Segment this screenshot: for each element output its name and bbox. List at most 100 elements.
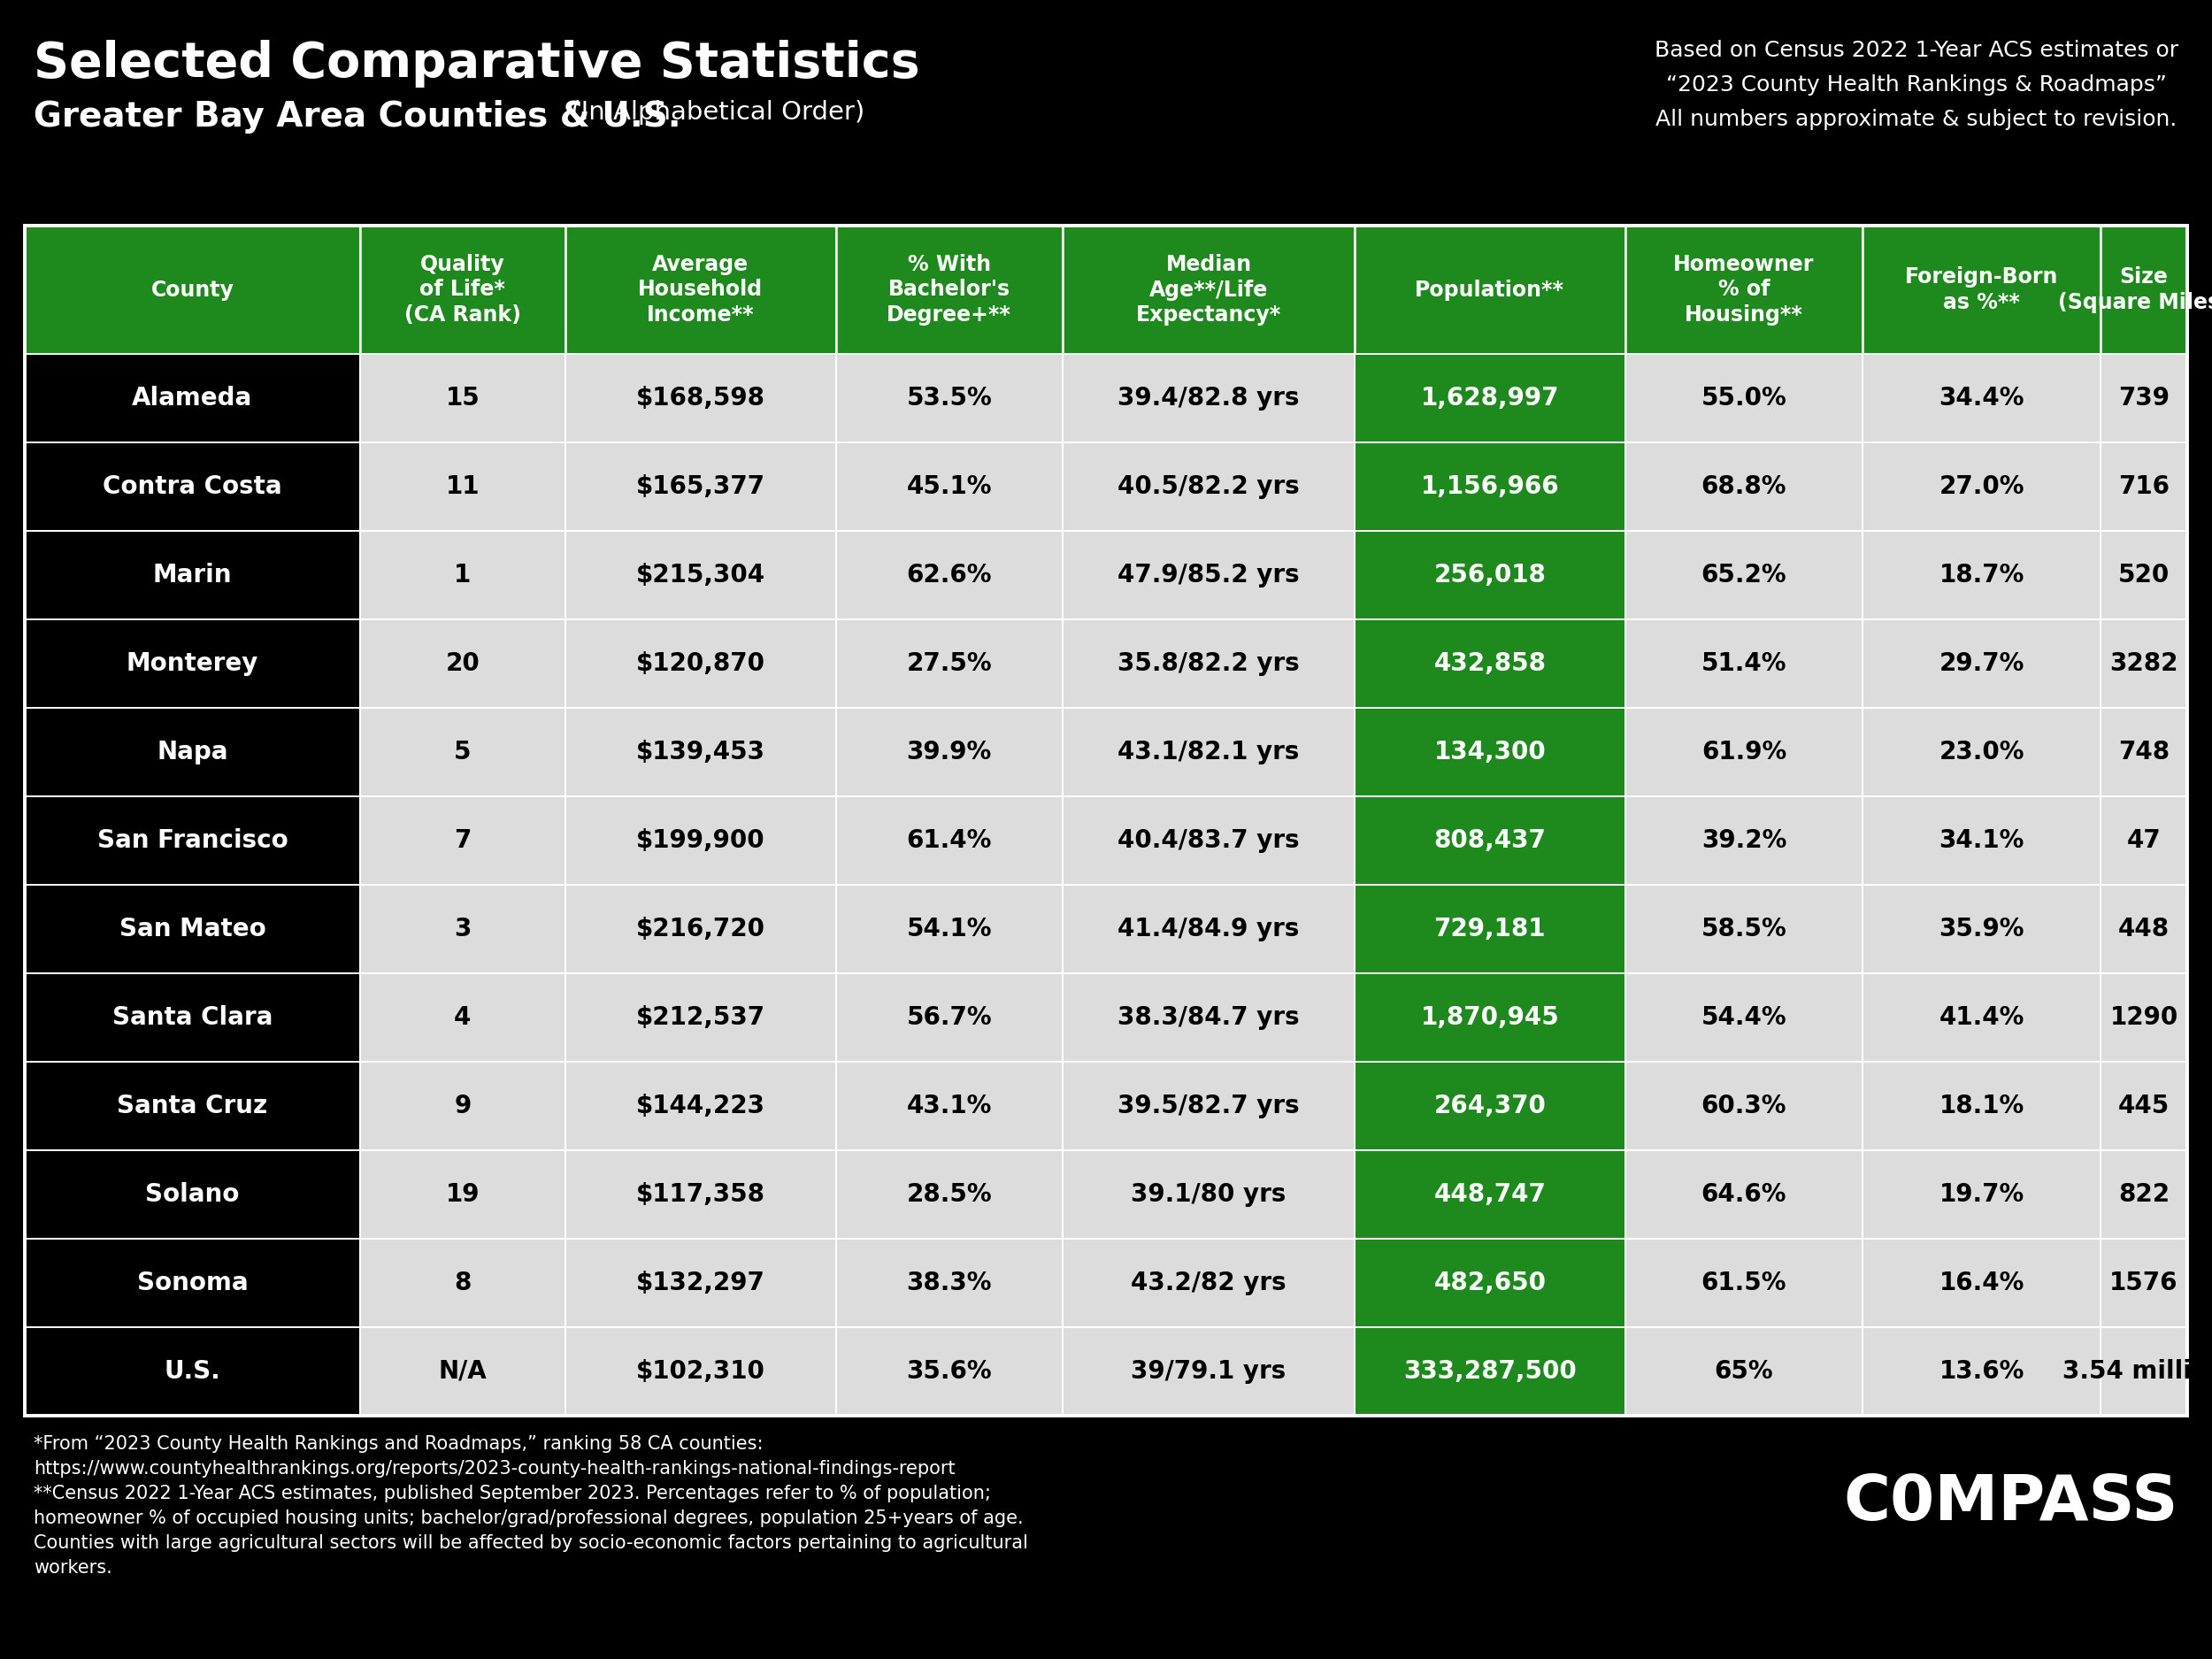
Bar — [2101, 1150, 2188, 1239]
Text: 64.6%: 64.6% — [1701, 1183, 1787, 1206]
Text: Contra Costa: Contra Costa — [102, 474, 281, 499]
Text: 27.0%: 27.0% — [1940, 474, 2024, 499]
Bar — [2101, 1327, 2188, 1415]
Text: 1,156,966: 1,156,966 — [1420, 474, 1559, 499]
Text: 4: 4 — [453, 1005, 471, 1030]
Text: 808,437: 808,437 — [1433, 828, 1546, 853]
Bar — [836, 619, 1062, 708]
Bar — [566, 1239, 836, 1327]
Bar — [1863, 1327, 2101, 1415]
Text: 61.9%: 61.9% — [1701, 740, 1787, 765]
Text: San Francisco: San Francisco — [97, 828, 288, 853]
Text: 264,370: 264,370 — [1433, 1093, 1546, 1118]
Text: N/A: N/A — [438, 1359, 487, 1384]
Text: homeowner % of occupied housing units; bachelor/grad/professional degrees, popul: homeowner % of occupied housing units; b… — [33, 1510, 1024, 1528]
Text: Selected Comparative Statistics: Selected Comparative Statistics — [33, 40, 920, 88]
Bar — [24, 531, 361, 619]
Bar — [1626, 1062, 1863, 1150]
Text: San Mateo: San Mateo — [119, 917, 265, 941]
Text: 729,181: 729,181 — [1433, 917, 1546, 941]
Text: Greater Bay Area Counties & U.S.: Greater Bay Area Counties & U.S. — [33, 100, 681, 134]
Text: % With
Bachelor's
Degree+**: % With Bachelor's Degree+** — [887, 254, 1011, 325]
Bar — [2101, 708, 2188, 796]
Bar — [361, 226, 566, 353]
Text: 23.0%: 23.0% — [1940, 740, 2024, 765]
Text: $199,900: $199,900 — [637, 828, 765, 853]
Bar — [566, 974, 836, 1062]
Text: 40.4/83.7 yrs: 40.4/83.7 yrs — [1117, 828, 1301, 853]
Bar — [836, 443, 1062, 531]
Text: 61.5%: 61.5% — [1701, 1271, 1787, 1296]
Bar — [24, 353, 361, 443]
Text: 448: 448 — [2119, 917, 2170, 941]
Bar — [1062, 1327, 1354, 1415]
Text: 55.0%: 55.0% — [1701, 387, 1787, 410]
Text: workers.: workers. — [33, 1559, 113, 1576]
Text: 53.5%: 53.5% — [907, 387, 991, 410]
Text: $165,377: $165,377 — [635, 474, 765, 499]
Bar — [361, 531, 566, 619]
Text: 56.7%: 56.7% — [907, 1005, 991, 1030]
Bar — [1062, 226, 1354, 353]
Bar — [361, 1062, 566, 1150]
Bar — [1062, 974, 1354, 1062]
Text: 11: 11 — [445, 474, 480, 499]
Bar — [1062, 1062, 1354, 1150]
Bar — [24, 708, 361, 796]
Text: 35.6%: 35.6% — [907, 1359, 991, 1384]
Text: 748: 748 — [2119, 740, 2170, 765]
Text: Santa Cruz: Santa Cruz — [117, 1093, 268, 1118]
Text: Foreign-Born
as %**: Foreign-Born as %** — [1905, 267, 2059, 314]
Text: $120,870: $120,870 — [637, 652, 765, 675]
Text: 16.4%: 16.4% — [1940, 1271, 2024, 1296]
Text: 1,870,945: 1,870,945 — [1420, 1005, 1559, 1030]
Bar — [24, 1062, 361, 1150]
Bar — [24, 226, 2188, 1415]
Bar — [1863, 796, 2101, 884]
Text: 5: 5 — [453, 740, 471, 765]
Text: 47: 47 — [2126, 828, 2161, 853]
Bar — [361, 796, 566, 884]
Text: Alameda: Alameda — [133, 387, 252, 410]
Text: Homeowner
% of
Housing**: Homeowner % of Housing** — [1674, 254, 1814, 325]
Bar — [566, 353, 836, 443]
Bar — [1354, 353, 1626, 443]
Text: $215,304: $215,304 — [635, 562, 765, 587]
Bar — [1354, 531, 1626, 619]
Bar — [24, 1327, 361, 1415]
Text: 51.4%: 51.4% — [1701, 652, 1787, 675]
Text: 41.4/84.9 yrs: 41.4/84.9 yrs — [1117, 917, 1301, 941]
Text: Average
Household
Income**: Average Household Income** — [637, 254, 763, 325]
Bar — [1354, 974, 1626, 1062]
Bar — [1354, 226, 1626, 353]
Text: 60.3%: 60.3% — [1701, 1093, 1787, 1118]
Bar — [1863, 443, 2101, 531]
Bar — [1626, 974, 1863, 1062]
Text: 68.8%: 68.8% — [1701, 474, 1787, 499]
Text: 9: 9 — [453, 1093, 471, 1118]
Bar — [24, 226, 361, 353]
Text: 43.1%: 43.1% — [907, 1093, 991, 1118]
Text: **Census 2022 1-Year ACS estimates, published September 2023. Percentages refer : **Census 2022 1-Year ACS estimates, publ… — [33, 1485, 991, 1503]
Text: 34.1%: 34.1% — [1940, 828, 2024, 853]
Bar — [1354, 619, 1626, 708]
Text: 482,650: 482,650 — [1433, 1271, 1546, 1296]
Text: $216,720: $216,720 — [637, 917, 765, 941]
Bar — [1354, 884, 1626, 974]
Bar — [1062, 531, 1354, 619]
Text: 47.9/85.2 yrs: 47.9/85.2 yrs — [1117, 562, 1301, 587]
Bar — [361, 974, 566, 1062]
Bar — [1354, 1239, 1626, 1327]
Bar — [24, 974, 361, 1062]
Text: 29.7%: 29.7% — [1940, 652, 2024, 675]
Bar — [1062, 619, 1354, 708]
Bar — [361, 1327, 566, 1415]
Text: 65%: 65% — [1714, 1359, 1774, 1384]
Text: 54.1%: 54.1% — [907, 917, 991, 941]
Bar — [836, 708, 1062, 796]
Text: 43.2/82 yrs: 43.2/82 yrs — [1130, 1271, 1287, 1296]
Text: 3: 3 — [453, 917, 471, 941]
Bar — [566, 796, 836, 884]
Text: U.S.: U.S. — [164, 1359, 221, 1384]
Bar — [836, 1150, 1062, 1239]
